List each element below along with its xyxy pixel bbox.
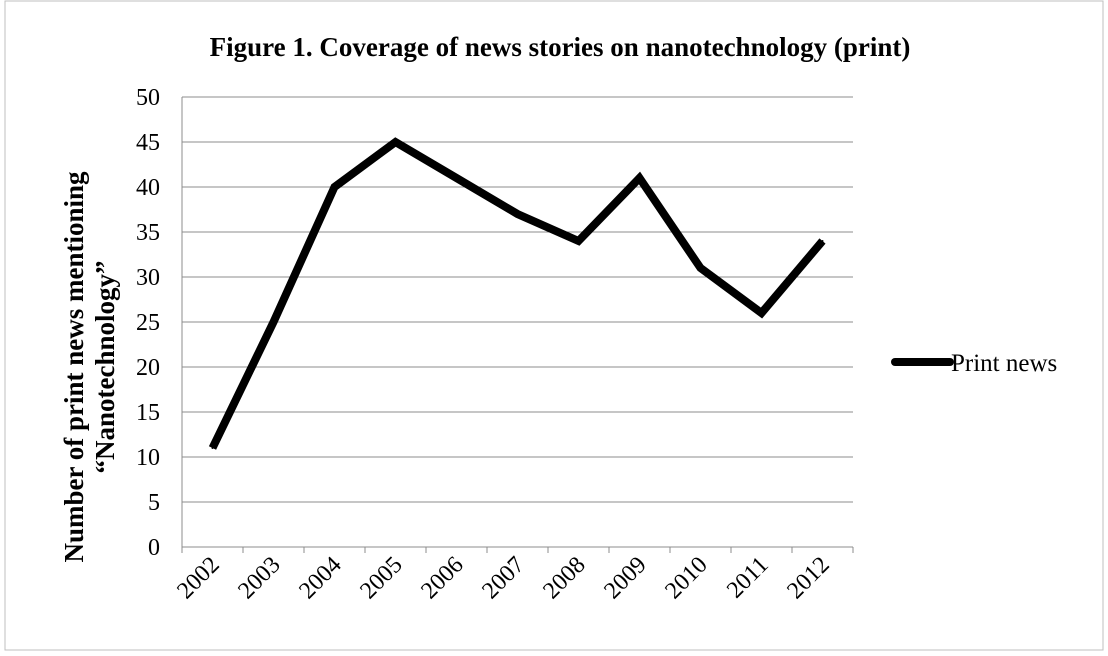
legend-label-print-news: Print news [951, 350, 1057, 377]
data-point-2006 [455, 177, 458, 179]
data-point-2002 [211, 447, 214, 449]
data-point-2005 [394, 141, 397, 143]
series-group [208, 137, 826, 450]
x-axis [181, 97, 854, 553]
data-point-2012 [821, 240, 824, 242]
data-point-2010 [699, 267, 702, 269]
data-point-2011 [760, 312, 763, 314]
y-axis-label: Number of print news mentioning “Nanotec… [59, 171, 120, 563]
y-tick-label-50: 50 [136, 85, 160, 111]
legend: Print news [891, 350, 1057, 377]
y-tick-label-45: 45 [136, 130, 160, 156]
chart-border [4, 0, 1104, 651]
y-axis-label-line-1: Number of print news mentioning [59, 171, 89, 563]
y-tick-label-15: 15 [136, 400, 160, 426]
data-point-2007 [516, 213, 519, 215]
data-point-2003 [272, 321, 275, 323]
y-tick-label-25: 25 [136, 310, 160, 336]
y-axis-label-line-2: “Nanotechnology” [90, 260, 120, 473]
data-point-2004 [333, 186, 336, 188]
y-tick-label-35: 35 [136, 220, 160, 246]
y-tick-label-10: 10 [136, 445, 160, 471]
y-axis-ticks: 0 5 10 15 20 25 30 35 40 45 50 [136, 85, 160, 561]
chart-title: Figure 1. Coverage of news stories on na… [210, 32, 911, 62]
data-point-2009 [638, 177, 641, 179]
y-tick-label-5: 5 [148, 490, 160, 516]
y-tick-label-20: 20 [136, 355, 160, 381]
y-tick-label-0: 0 [148, 535, 160, 561]
y-tick-label-30: 30 [136, 265, 160, 291]
y-tick-label-40: 40 [136, 175, 160, 201]
data-point-2008 [577, 240, 580, 242]
